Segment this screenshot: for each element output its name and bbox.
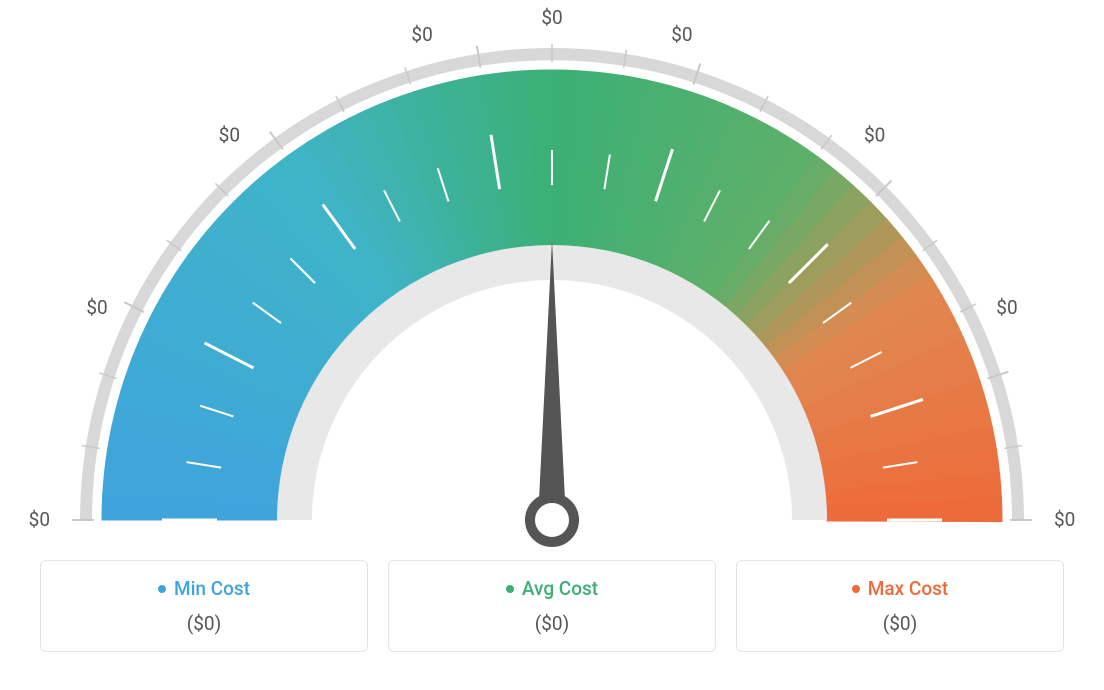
legend-dot-max [852,585,860,593]
legend-dot-min [158,585,166,593]
legend-card-avg: Avg Cost ($0) [388,560,716,652]
legend-card-min: Min Cost ($0) [40,560,368,652]
gauge-tick-label: $0 [86,296,107,319]
gauge-tick-label: $0 [864,123,885,146]
gauge-tick-label: $0 [411,23,432,46]
legend-value-min: ($0) [61,612,347,635]
gauge-svg: $0 $0 $0 $0 $0 $0 $0 $0 $0 [0,0,1104,560]
legend-title-max: Max Cost [757,577,1043,600]
gauge-needle-hub [530,498,574,542]
legend-label-max: Max Cost [868,577,948,600]
legend-label-min: Min Cost [174,577,250,600]
legend-label-avg: Avg Cost [522,577,598,600]
gauge-tick-label: $0 [671,23,692,46]
legend-title-avg: Avg Cost [409,577,695,600]
gauge-tick-label: $0 [29,508,50,531]
gauge-tick-label: $0 [1054,508,1075,531]
gauge-tick-label: $0 [996,296,1017,319]
gauge-tick-label: $0 [219,123,240,146]
gauge-chart: $0 $0 $0 $0 $0 $0 $0 $0 $0 [0,0,1104,560]
legend-dot-avg [506,585,514,593]
gauge-tick-label: $0 [541,6,562,29]
legend-title-min: Min Cost [61,577,347,600]
gauge-needle [538,240,566,520]
legend-value-max: ($0) [757,612,1043,635]
legend-row: Min Cost ($0) Avg Cost ($0) Max Cost ($0… [0,560,1104,652]
legend-card-max: Max Cost ($0) [736,560,1064,652]
legend-value-avg: ($0) [409,612,695,635]
